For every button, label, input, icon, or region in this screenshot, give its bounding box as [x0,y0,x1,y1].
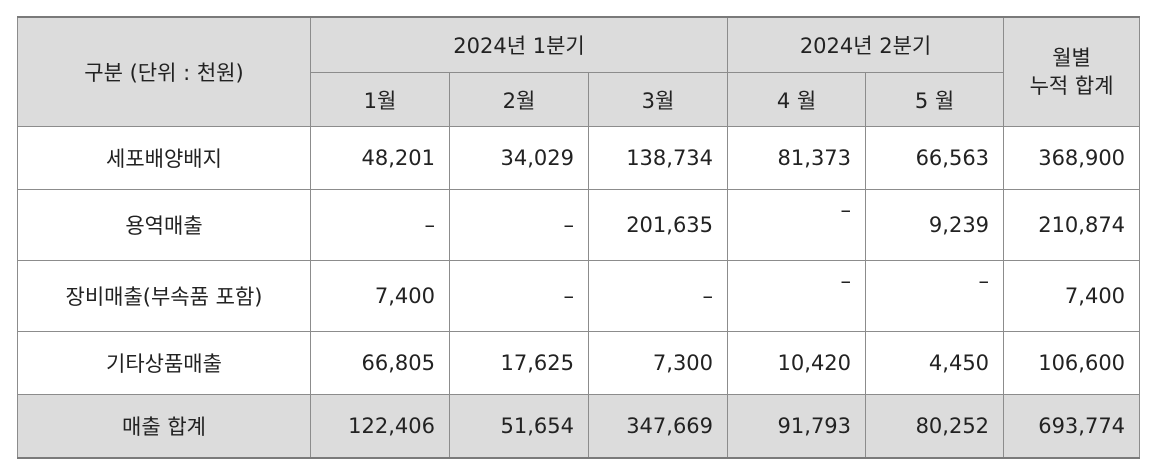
month-header-mar: 3월 [587,72,729,127]
cumulative-header-line2: 누적 합계 [1029,74,1114,98]
table-cell: 9,239 [865,189,1005,261]
total-cell: 91,793 [727,394,867,459]
cumulative-header: 월별 누적 합계 [1003,16,1141,127]
table-cell: – [865,260,1005,332]
table-cell: 66,563 [865,126,1005,190]
q1-header: 2024년 1분기 [309,16,729,73]
table-cell: 138,734 [587,126,729,190]
row-label: 세포배양배지 [17,126,311,190]
table-cell: – [727,189,867,261]
total-cell: 80,252 [865,394,1005,459]
total-cell: 122,406 [310,394,450,459]
total-row-label: 매출 합계 [17,394,311,459]
row-total-cell: 368,900 [1003,126,1141,190]
table-row: 기타상품매출 66,805 17,625 7,300 10,420 4,450 … [17,331,1141,395]
table-row: 장비매출(부속품 포함) 7,400 – – – – 7,400 [17,260,1141,332]
table-cell: 66,805 [310,331,450,395]
row-total-cell: 7,400 [1003,260,1141,332]
row-total-cell: 210,874 [1003,189,1141,261]
month-header-feb: 2월 [449,72,589,127]
table-row: 세포배양배지 48,201 34,029 138,734 81,373 66,5… [17,126,1141,190]
category-header: 구분 (단위 : 천원) [17,16,311,127]
total-row: 매출 합계 122,406 51,654 347,669 91,793 80,2… [17,394,1141,459]
month-header-row: 1월 2월 3월 4 월 5 월 [18,72,1140,127]
total-cell: 347,669 [587,394,729,459]
table-cell: – [310,189,450,261]
month-header-apr: 4 월 [727,72,867,127]
total-cell: 51,654 [449,394,589,459]
month-header-may: 5 월 [865,72,1005,127]
row-total-cell: 106,600 [1003,331,1141,395]
row-label: 기타상품매출 [17,331,311,395]
row-label: 장비매출(부속품 포함) [17,260,311,332]
q2-header: 2024년 2분기 [727,16,1005,73]
cumulative-header-line1: 월별 [1052,46,1091,70]
table-cell: 7,300 [587,331,729,395]
table-cell: – [727,260,867,332]
table-cell: – [449,260,589,332]
table-cell: 48,201 [310,126,450,190]
table-cell: – [587,260,729,332]
table-cell: 4,450 [865,331,1005,395]
table-cell: 34,029 [449,126,589,190]
table-row: 용역매출 – – 201,635 – 9,239 210,874 [17,189,1141,261]
table-cell: 81,373 [727,126,867,190]
sales-table: 구분 (단위 : 천원) 2024년 1분기 2024년 2분기 월별 누적 합… [17,16,1141,459]
table-cell: 10,420 [727,331,867,395]
table-cell: 17,625 [449,331,589,395]
grand-total-cell: 693,774 [1003,394,1141,459]
month-header-jan: 1월 [310,72,450,127]
table-cell: 7,400 [310,260,450,332]
table-cell: 201,635 [587,189,729,261]
row-label: 용역매출 [17,189,311,261]
table-cell: – [449,189,589,261]
header-row: 구분 (단위 : 천원) 2024년 1분기 2024년 2분기 월별 누적 합… [17,16,1141,127]
